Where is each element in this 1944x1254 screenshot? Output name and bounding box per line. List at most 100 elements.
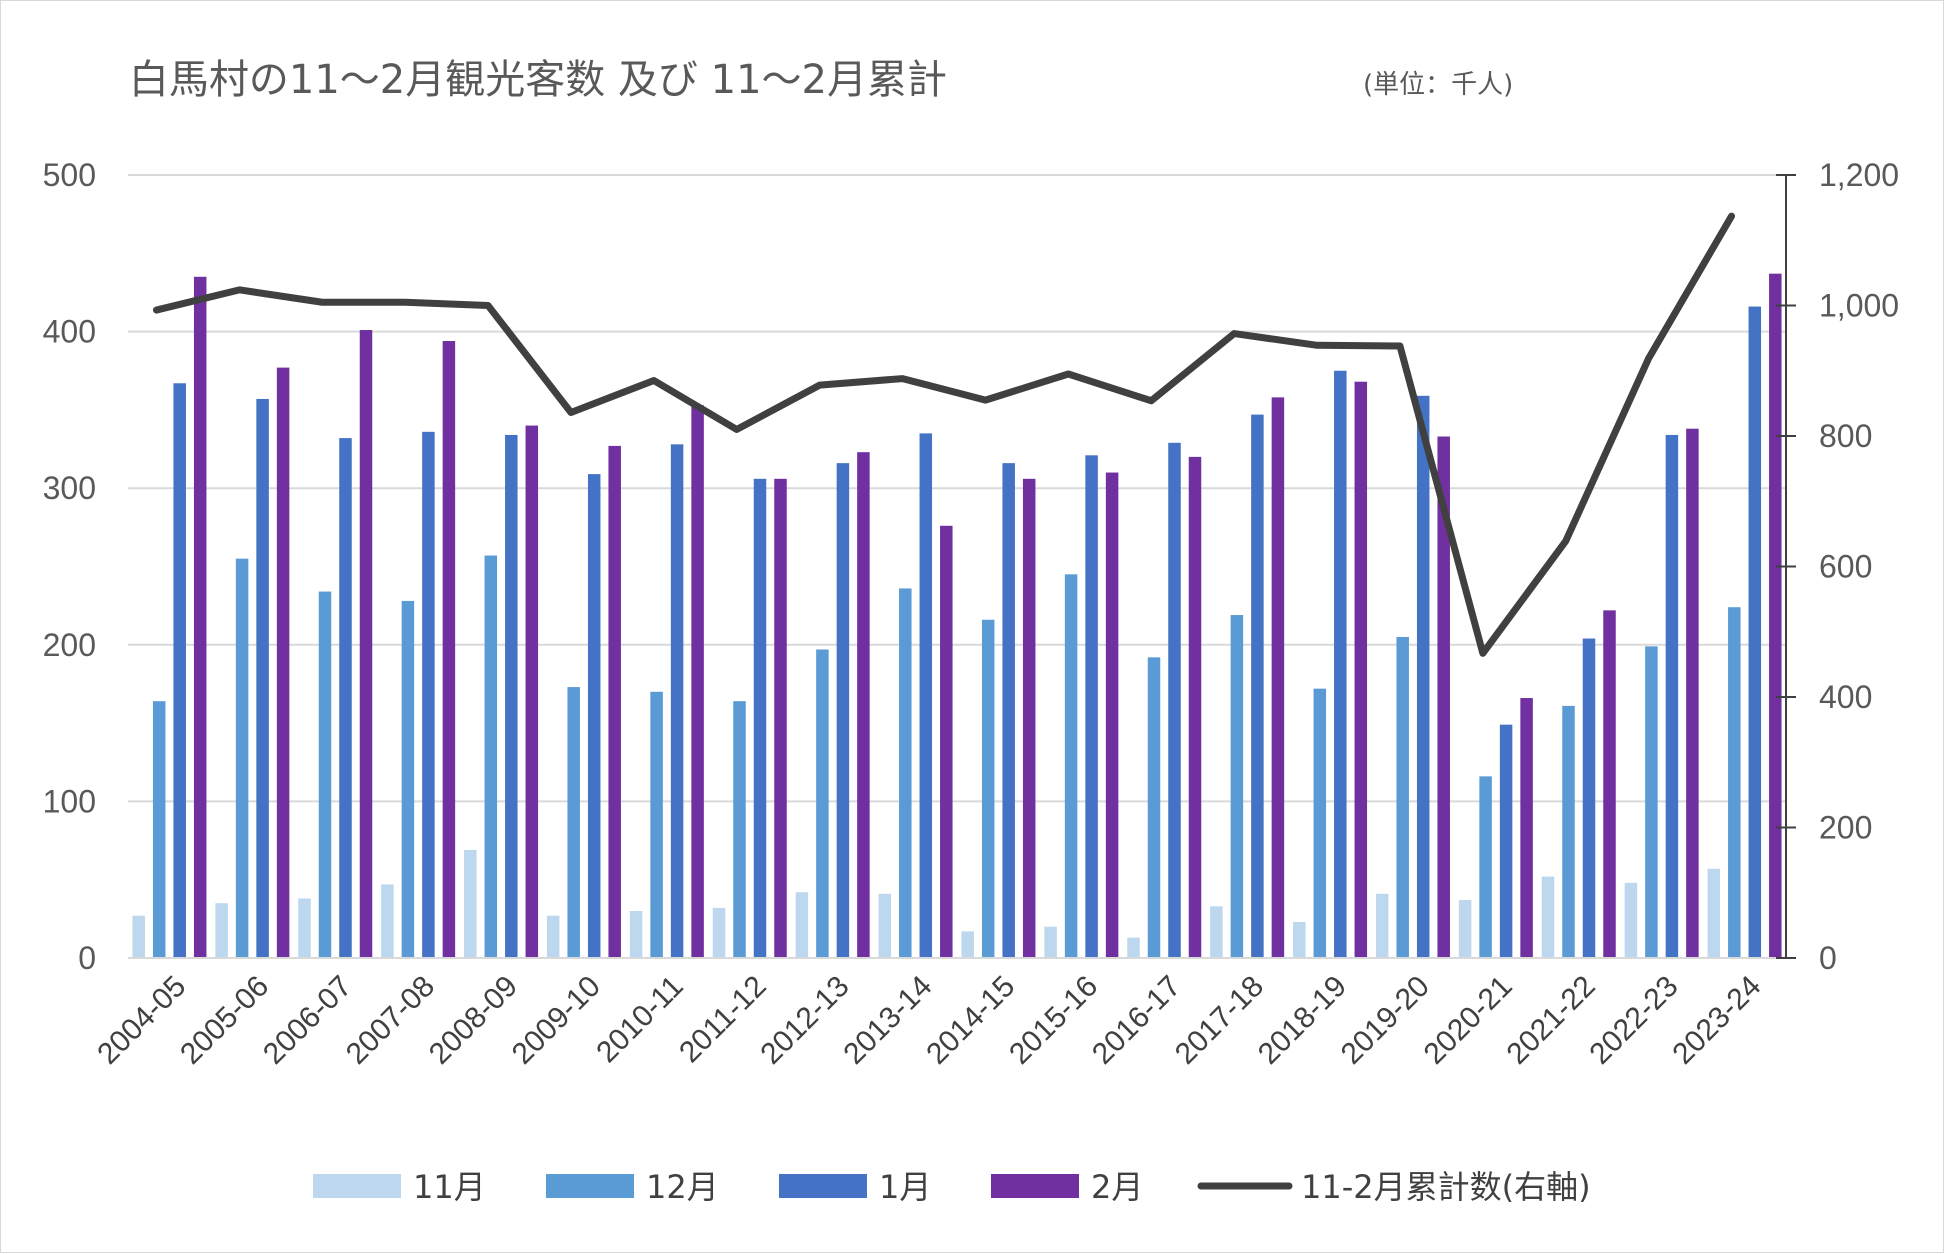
bar [1728, 607, 1741, 958]
bar [484, 555, 498, 958]
x-axis-tick-label: 2009-10 [506, 970, 607, 1071]
bar [132, 915, 145, 958]
bar [1293, 921, 1306, 958]
left-axis-tick-label: 100 [43, 783, 96, 819]
cumulative-line-path [152, 212, 1736, 657]
bar [940, 525, 953, 958]
bar [961, 931, 974, 958]
bar [878, 893, 892, 958]
right-axis-tick-label: 200 [1819, 810, 1872, 846]
bar [650, 691, 663, 958]
left-axis-tick-label: 200 [43, 627, 96, 663]
bar [733, 701, 746, 958]
bar [1105, 472, 1119, 958]
bar [1582, 638, 1596, 958]
bar [1064, 574, 1078, 958]
bar [629, 911, 643, 958]
bar [193, 276, 207, 958]
x-axis-tick-label: 2007-08 [340, 970, 441, 1071]
x-axis-tick-label: 2019-20 [1335, 970, 1436, 1071]
x-axis-tick-label: 2022-23 [1583, 970, 1684, 1071]
bar [1044, 926, 1057, 958]
bar [1520, 698, 1533, 958]
bar [919, 433, 933, 958]
bars [132, 273, 1782, 959]
bar [359, 330, 373, 958]
bar [1354, 381, 1368, 958]
bar [1479, 776, 1492, 958]
left-axis-tick-label: 500 [43, 157, 96, 193]
bar [899, 588, 912, 958]
legend-swatch [991, 1174, 1079, 1198]
bar [1416, 395, 1430, 958]
chart-title-unit: (単位：千人) [1363, 70, 1513, 100]
x-axis-tick-label: 2016-17 [1086, 970, 1187, 1071]
bar [442, 340, 456, 959]
bar [795, 892, 809, 958]
bar [276, 367, 290, 958]
left-axis-tick-label: 300 [43, 470, 96, 506]
bar [981, 619, 995, 958]
bar [152, 701, 166, 958]
legend-label: 11月 [413, 1168, 486, 1206]
bar [256, 398, 269, 958]
bar [318, 591, 332, 958]
right-axis-tick-label: 1,000 [1819, 288, 1899, 324]
left-axis-tick-label: 400 [43, 314, 96, 350]
bar [753, 478, 767, 958]
right-axis-tick-label: 800 [1819, 418, 1872, 454]
bar [1458, 900, 1472, 958]
bar [1271, 397, 1285, 958]
bar [712, 907, 726, 958]
legend-swatch [313, 1174, 401, 1198]
x-axis-tick-label: 2015-16 [1003, 970, 1104, 1071]
chart-title: 白馬村の11～2月観光客数 及び 11～2月累計 [129, 57, 947, 103]
bar [1707, 868, 1721, 958]
x-axis-tick-label: 2004-05 [91, 970, 192, 1071]
bar [816, 649, 829, 958]
bar [774, 478, 787, 958]
bar [1168, 442, 1181, 958]
bar [381, 884, 394, 958]
bar [670, 444, 684, 958]
legend-label: 12月 [646, 1168, 719, 1206]
gridlines [128, 174, 1786, 803]
bar [298, 898, 311, 958]
x-axis-tick-label: 2008-09 [423, 970, 524, 1071]
bar [1665, 434, 1679, 958]
x-axis-tick-label: 2018-19 [1252, 970, 1353, 1071]
bar [173, 383, 186, 958]
bar [464, 849, 477, 958]
bar [691, 405, 704, 958]
bar [1645, 646, 1658, 958]
bar [1686, 428, 1699, 958]
bar [1624, 882, 1638, 958]
right-axis-tick-label: 400 [1819, 679, 1872, 715]
bar [235, 558, 249, 958]
bar [1251, 414, 1264, 958]
right-axis-tick-label: 600 [1819, 549, 1872, 585]
bar [1147, 657, 1161, 958]
bar [422, 431, 435, 959]
bar [1603, 610, 1616, 958]
legend-label: 11-2月累計数(右軸) [1301, 1168, 1591, 1206]
legend-label: 1月 [879, 1168, 931, 1206]
x-axis-tick-label: 2006-07 [257, 970, 358, 1071]
bar [1334, 370, 1347, 958]
legend: 11月 12月 1月 2月 11-2月累計数(右軸) [313, 1168, 1591, 1206]
x-axis-tick-label: 2010-11 [590, 970, 690, 1070]
bar [857, 452, 870, 958]
bar [401, 600, 415, 958]
x-axis-tick-label: 2020-21 [1418, 970, 1519, 1071]
bar [1230, 615, 1244, 958]
bar [1210, 906, 1223, 958]
bar [567, 687, 580, 958]
bar [1002, 463, 1015, 958]
bar [1499, 724, 1513, 958]
legend-swatch [546, 1174, 634, 1198]
right-axis-tick-label: 0 [1819, 940, 1837, 976]
bar [1541, 876, 1555, 958]
x-axis-tick-label: 2012-13 [754, 970, 855, 1071]
